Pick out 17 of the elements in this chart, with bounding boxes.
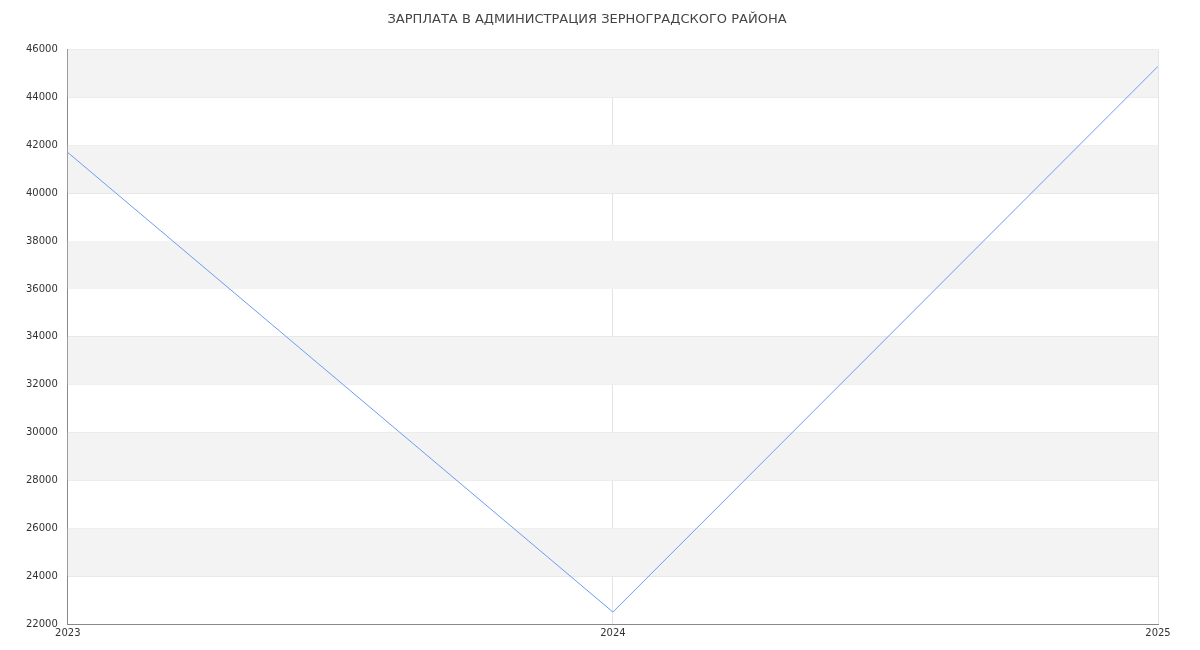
y-tick-label: 36000 <box>26 282 58 294</box>
y-tick-label: 26000 <box>26 521 58 533</box>
y-tick-label: 30000 <box>26 426 58 438</box>
chart-title: ЗАРПЛАТА В АДМИНИСТРАЦИЯ ЗЕРНОГРАДСКОГО РАЙОНА <box>387 11 787 27</box>
x-tick-label: 2023 <box>55 626 81 638</box>
x-tick-label: 2024 <box>600 626 626 638</box>
y-tick-label: 28000 <box>26 473 58 485</box>
y-tick-label: 42000 <box>26 138 58 150</box>
y-tick-label: 40000 <box>26 186 58 198</box>
x-tick-label: 2025 <box>1145 626 1171 638</box>
y-tick-label: 38000 <box>26 234 58 246</box>
y-tick-label: 44000 <box>26 91 58 103</box>
y-tick-label: 34000 <box>26 330 58 342</box>
y-tick-label: 24000 <box>26 569 58 581</box>
y-tick-label: 32000 <box>26 378 58 390</box>
y-tick-label: 46000 <box>26 43 58 55</box>
y-tick-label: 22000 <box>26 617 58 629</box>
